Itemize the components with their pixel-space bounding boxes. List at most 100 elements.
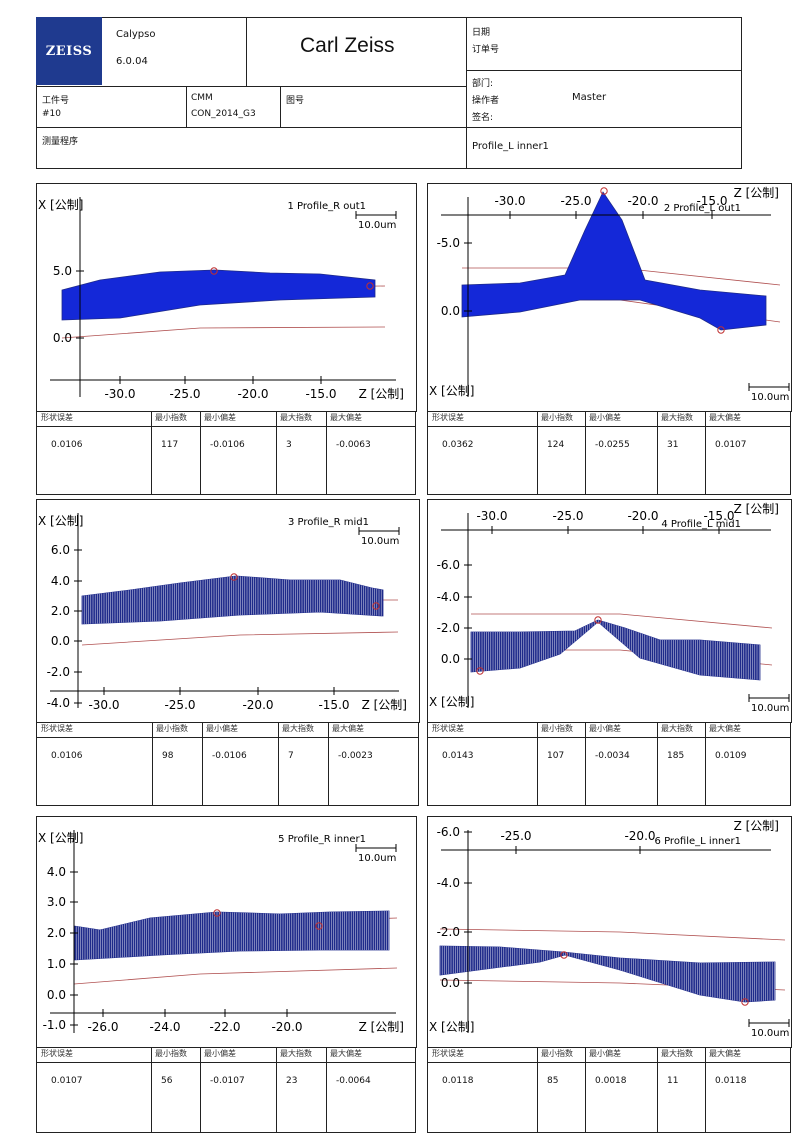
table-value-cell: 185 (667, 751, 685, 761)
table-value-cell: 0.0109 (715, 751, 747, 761)
z-tick-label: -25.0 (560, 194, 591, 208)
table-value-cell: 56 (161, 1076, 173, 1086)
x-tick-label: 0.0 (441, 652, 460, 666)
z-tick-label: -20.0 (271, 1020, 302, 1034)
table-value-cell: 23 (286, 1076, 298, 1086)
x-tick-label: 0.0 (441, 304, 460, 318)
x-tick-label: 0.0 (441, 976, 460, 990)
profile-deviation-band (439, 945, 776, 1003)
x-tick-label: 4.0 (47, 865, 66, 879)
header-frame (36, 17, 742, 169)
profile-title: 5 Profile_R inner1 (278, 834, 366, 845)
x-tick-label: -5.0 (437, 236, 460, 250)
profile-title: 1 Profile_R out1 (287, 201, 366, 212)
table-header-cell: 最大偏差 (330, 1049, 362, 1058)
header-divider-1 (36, 86, 466, 87)
x-axis-title: X [公制] (38, 198, 83, 212)
operator-value: Master (572, 92, 607, 103)
table-value-cell: -0.0063 (336, 440, 371, 450)
scale-bar-label: 10.0um (361, 536, 399, 547)
sign-label: 签名: (472, 113, 494, 123)
table-value-cell: 7 (288, 751, 294, 761)
table-value-cell: -0.0106 (212, 751, 247, 761)
x-axis-title: X [公制] (38, 514, 83, 528)
z-axis-title: Z [公制] (734, 819, 779, 833)
profile-title: 2 Profile_L out1 (664, 203, 741, 214)
z-tick-label: -20.0 (627, 509, 658, 523)
extreme-point-marker (372, 602, 380, 610)
table-value-cell: 0.0106 (51, 751, 83, 761)
extreme-point-marker (600, 187, 608, 195)
x-tick-label: -2.0 (437, 621, 460, 635)
limit-curve (439, 928, 786, 941)
table-header-cell: 最小指数 (541, 724, 573, 733)
x-tick-label: 2.0 (51, 604, 70, 618)
table-header-cell: 最大偏差 (709, 724, 741, 733)
header-vline-5 (280, 86, 281, 127)
table-header-cell: 形状误差 (432, 1049, 464, 1058)
table-header-cell: 最大偏差 (709, 1049, 741, 1058)
z-tick-label: -15.0 (696, 194, 727, 208)
extreme-point-marker (230, 573, 238, 581)
table-value-cell: 0.0143 (442, 751, 474, 761)
z-tick-label: -15.0 (305, 387, 336, 401)
table-value-cell: 107 (547, 751, 565, 761)
x-tick-label: 6.0 (51, 543, 70, 557)
table-header-cell: 最大偏差 (330, 413, 362, 422)
z-tick-label: -20.0 (237, 387, 268, 401)
z-axis-title: Z [公制] (734, 186, 779, 200)
part-label: 工件号 (42, 96, 70, 106)
cmm-label: CMM (191, 93, 213, 103)
x-tick-label: -4.0 (437, 876, 460, 890)
program-value: Profile_L inner1 (472, 141, 549, 152)
software-name: Calypso (116, 29, 156, 40)
program-label: 测量程序 (42, 137, 79, 147)
limit-curve (73, 967, 398, 985)
header-divider-2 (36, 127, 742, 128)
table-value-cell: 3 (286, 440, 292, 450)
table-value-cell: -0.0064 (336, 1076, 371, 1086)
header-vline-2 (466, 17, 467, 169)
x-tick-label: -2.0 (47, 665, 70, 679)
table-header-cell: 形状误差 (41, 724, 73, 733)
x-tick-label: 5.0 (53, 264, 72, 278)
profile-deviation-band (73, 910, 390, 961)
table-value-cell: -0.0023 (338, 751, 373, 761)
result-table-6: 形状误差 0.0118 最小指数 85 最小偏差 0.0018 最大指数 11 最大偏差 0.01… (427, 1047, 791, 1133)
z-tick-label: -26.0 (87, 1020, 118, 1034)
x-tick-label: 3.0 (47, 895, 66, 909)
table-value-cell: -0.0034 (595, 751, 630, 761)
order-label: 订单号 (472, 45, 500, 55)
extreme-point-marker (366, 282, 374, 290)
dept-label: 部门: (472, 79, 494, 89)
extreme-point-marker (315, 922, 323, 930)
table-value-cell: 0.0106 (51, 440, 83, 450)
x-tick-label: -2.0 (437, 925, 460, 939)
profile-deviation-band (81, 575, 384, 625)
table-value-cell: -0.0107 (210, 1076, 245, 1086)
operator-label: 操作者 (472, 96, 500, 106)
z-tick-label: -25.0 (552, 509, 583, 523)
profile-deviation-band (61, 269, 376, 321)
profile-panel-6: -6.0 -4.0 -2.0 0.0 -25.0 -20.0 X [公制] Z [公制] 6 P… (427, 816, 792, 1048)
z-tick-label: -20.0 (242, 698, 273, 712)
scale-bar-label: 10.0um (751, 392, 789, 403)
extreme-point-marker (717, 326, 725, 334)
table-value-cell: 31 (667, 440, 679, 450)
table-header-cell: 最小偏差 (589, 413, 621, 422)
profile-panel-1: 5.0 0.0 -30.0 -25.0 -20.0 -15.0 X [公制] Z [公制] 1 … (36, 183, 417, 412)
table-value-cell: 0.0107 (715, 440, 747, 450)
table-value-cell: 98 (162, 751, 174, 761)
z-tick-label: -15.0 (318, 698, 349, 712)
z-tick-label: -15.0 (703, 509, 734, 523)
z-tick-label: -22.0 (209, 1020, 240, 1034)
x-tick-label: 1.0 (47, 957, 66, 971)
profile-panel-2: -5.0 0.0 -30.0 -25.0 -20.0 -15.0 X [公制] Z [公制] 2… (427, 183, 792, 412)
result-table-4: 形状误差 0.0143 最小指数 107 最小偏差 -0.0034 最大指数 185 最大偏差 0… (427, 722, 791, 806)
table-header-cell: 最小指数 (155, 1049, 187, 1058)
table-header-cell: 最小偏差 (589, 1049, 621, 1058)
table-value-cell: 124 (547, 440, 565, 450)
scale-bar-label: 10.0um (358, 220, 396, 231)
z-tick-label: -24.0 (149, 1020, 180, 1034)
